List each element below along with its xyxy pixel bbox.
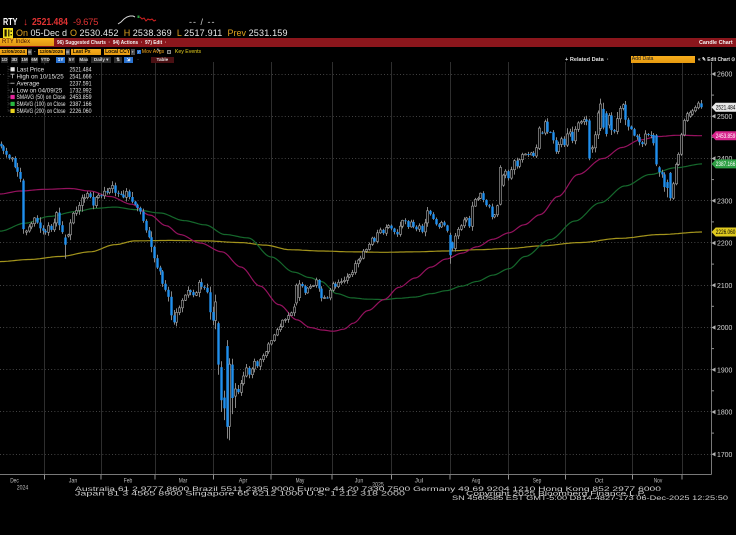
svg-text:Average: Average [17,80,40,87]
svg-text:SMAVG (50) on Close: SMAVG (50) on Close [17,94,66,101]
svg-text:1900: 1900 [717,367,732,374]
svg-text:Mar: Mar [179,478,188,485]
svg-text:2200: 2200 [717,241,732,248]
svg-text:Copyright 2025 Bloomberg Finan: Copyright 2025 Bloomberg Finance L.P. [466,490,646,497]
svg-text:2521.484: 2521.484 [70,67,92,74]
svg-text:May: May [296,478,305,485]
svg-text:2237.591: 2237.591 [70,80,92,87]
svg-text:Last Price: Last Price [17,67,45,74]
svg-text:2226.060: 2226.060 [716,229,736,236]
svg-text:2521.484: 2521.484 [716,104,736,111]
svg-text:2000: 2000 [717,325,732,332]
svg-text:Low on 04/09/25: Low on 04/09/25 [17,87,63,94]
svg-text:Jul: Jul [415,478,424,485]
svg-text:Australia 61 2 9777 8600 Brazi: Australia 61 2 9777 8600 Brazil 5511 239… [75,486,662,493]
svg-text:Apr: Apr [239,478,248,485]
svg-text:1732.992: 1732.992 [70,87,92,94]
svg-text:Dec: Dec [10,478,19,485]
svg-text:1800: 1800 [717,410,732,417]
svg-text:2500: 2500 [717,114,732,121]
svg-text:High on 10/15/25: High on 10/15/25 [17,73,65,80]
svg-text:2025: 2025 [372,481,384,488]
svg-text:2024: 2024 [17,484,29,491]
svg-text:SN 4560585 EST GMT-5:00 D814: SN 4560585 EST GMT-5:00 D814-4827-173 06… [452,495,729,502]
svg-text:Oct: Oct [595,478,604,485]
svg-text:Nov: Nov [654,478,663,485]
svg-text:Sep: Sep [533,478,542,485]
svg-text:2541.666: 2541.666 [70,73,92,80]
svg-text:Feb: Feb [124,478,133,485]
svg-text:2387.166: 2387.166 [716,161,736,168]
svg-text:Jun: Jun [355,478,364,485]
svg-text:2453.859: 2453.859 [70,94,92,101]
svg-text:SMAVG (200) on Close: SMAVG (200) on Close [17,108,66,115]
svg-text:SMAVG (100) on Close: SMAVG (100) on Close [17,101,66,108]
svg-text:Jan: Jan [69,478,78,485]
svg-text:2226.060: 2226.060 [70,108,92,115]
svg-text:Japan 81 3 4565 8900 Si: Japan 81 3 4565 8900 Singapore 65 6212 1… [75,490,406,497]
svg-text:2100: 2100 [717,283,732,290]
svg-text:2600: 2600 [717,72,732,79]
svg-text:1700: 1700 [717,452,732,459]
svg-text:2453.859: 2453.859 [716,133,736,140]
svg-text:2387.166: 2387.166 [70,101,92,108]
svg-text:Aug: Aug [472,478,481,485]
svg-text:2300: 2300 [717,198,732,205]
